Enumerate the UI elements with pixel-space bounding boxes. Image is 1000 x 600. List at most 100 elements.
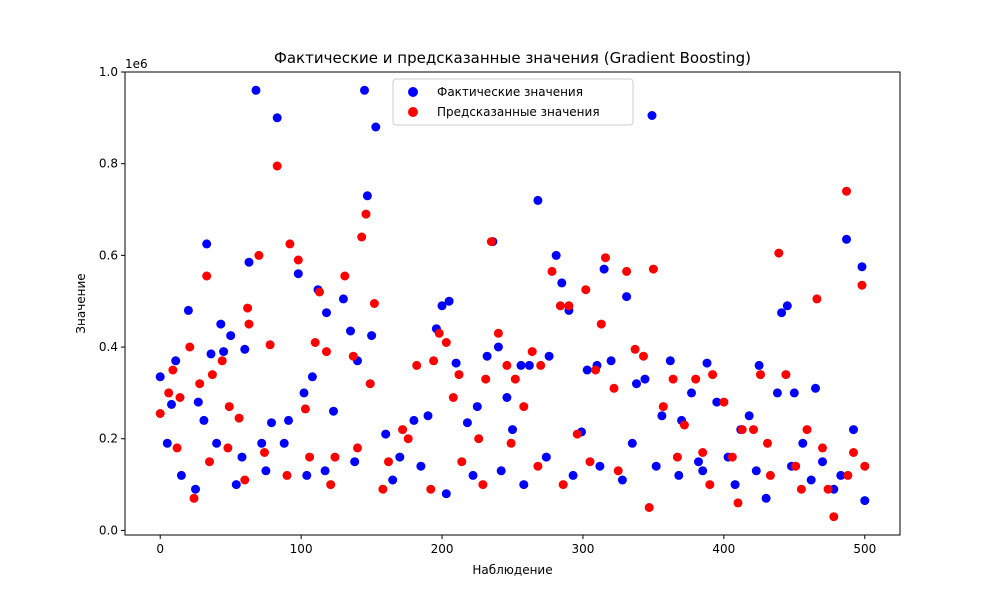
actual-point	[849, 425, 858, 435]
actual-point	[279, 438, 289, 448]
actual-point	[322, 308, 331, 318]
y-axis-label: Значение	[74, 273, 88, 333]
predicted-point	[648, 264, 658, 274]
actual-point	[293, 269, 303, 279]
actual-point	[811, 383, 820, 393]
actual-point	[371, 122, 381, 132]
predicted-point	[217, 356, 227, 366]
predicted-point	[763, 438, 772, 448]
actual-point	[472, 402, 482, 412]
predicted-point	[322, 347, 331, 357]
actual-point	[299, 388, 309, 398]
actual-point	[818, 457, 827, 467]
predicted-point	[658, 402, 668, 412]
actual-point	[568, 470, 578, 480]
actual-point	[744, 411, 754, 421]
actual-point	[244, 257, 254, 267]
actual-point	[496, 466, 506, 476]
legend-label-predicted: Предсказанные значения	[437, 105, 600, 119]
predicted-point	[857, 280, 867, 290]
predicted-point	[240, 475, 250, 485]
y-tick-label: 0.8	[99, 157, 118, 171]
predicted-point	[315, 287, 324, 297]
predicted-point	[168, 365, 178, 375]
predicted-point	[536, 360, 546, 370]
actual-point	[362, 191, 372, 201]
actual-point	[772, 388, 782, 398]
actual-point	[193, 397, 203, 407]
x-tick-label: 300	[572, 542, 595, 556]
predicted-point	[189, 493, 199, 503]
actual-point	[367, 331, 377, 341]
actual-point	[212, 438, 222, 448]
predicted-point	[644, 503, 654, 512]
predicted-point	[818, 443, 827, 453]
actual-point	[761, 493, 771, 503]
predicted-point	[843, 470, 853, 480]
actual-point	[441, 489, 451, 499]
predicted-point	[205, 457, 214, 467]
y-tick-label: 0.2	[99, 432, 118, 446]
actual-point	[754, 360, 764, 370]
actual-point	[191, 484, 200, 494]
predicted-point	[326, 480, 336, 490]
actual-point	[350, 457, 360, 467]
predicted-point	[796, 484, 806, 494]
predicted-point	[719, 397, 729, 407]
actual-point	[423, 411, 433, 421]
actual-point	[657, 411, 667, 421]
predicted-point	[340, 271, 350, 281]
x-tick-label: 500	[853, 542, 876, 556]
predicted-point	[639, 351, 648, 361]
actual-point	[806, 475, 816, 485]
actual-point	[798, 438, 808, 448]
actual-point	[544, 351, 554, 361]
actual-point	[502, 393, 512, 402]
predicted-point	[202, 271, 212, 281]
predicted-point	[812, 294, 822, 304]
predicted-point	[454, 370, 464, 380]
predicted-point	[244, 319, 254, 329]
predicted-point	[155, 409, 165, 418]
actual-point	[219, 347, 229, 357]
actual-point	[451, 358, 461, 368]
actual-point	[320, 466, 330, 476]
actual-point	[519, 480, 529, 490]
actual-point	[176, 470, 186, 480]
predicted-point	[547, 266, 557, 276]
predicted-point	[727, 452, 737, 462]
predicted-point	[493, 328, 503, 338]
predicted-point	[369, 299, 379, 308]
actual-point	[206, 349, 216, 359]
predicted-point	[330, 452, 340, 462]
predicted-point	[572, 429, 582, 439]
predicted-point	[506, 438, 516, 448]
actual-point	[640, 374, 650, 384]
actual-point	[651, 461, 661, 471]
predicted-point	[591, 365, 601, 375]
actual-point	[162, 438, 172, 448]
actual-point	[782, 301, 792, 311]
x-tick-label: 100	[290, 542, 313, 556]
x-tick-label: 0	[156, 542, 164, 556]
predicted-point	[265, 340, 275, 350]
predicted-point	[765, 470, 775, 480]
actual-point	[647, 111, 657, 120]
legend-marker-predicted	[408, 107, 418, 117]
actual-point	[730, 480, 740, 490]
actual-point	[183, 305, 193, 315]
actual-point	[789, 388, 799, 398]
predicted-point	[510, 374, 520, 384]
actual-point	[541, 452, 551, 462]
actual-point	[557, 278, 567, 288]
actual-point	[231, 480, 241, 490]
actual-point	[444, 296, 454, 306]
predicted-point	[457, 457, 467, 467]
actual-point	[240, 344, 250, 354]
predicted-point	[486, 237, 496, 247]
x-tick-label: 400	[712, 542, 735, 556]
actual-point	[702, 358, 712, 368]
actual-point	[272, 113, 282, 123]
actual-point	[226, 331, 236, 341]
